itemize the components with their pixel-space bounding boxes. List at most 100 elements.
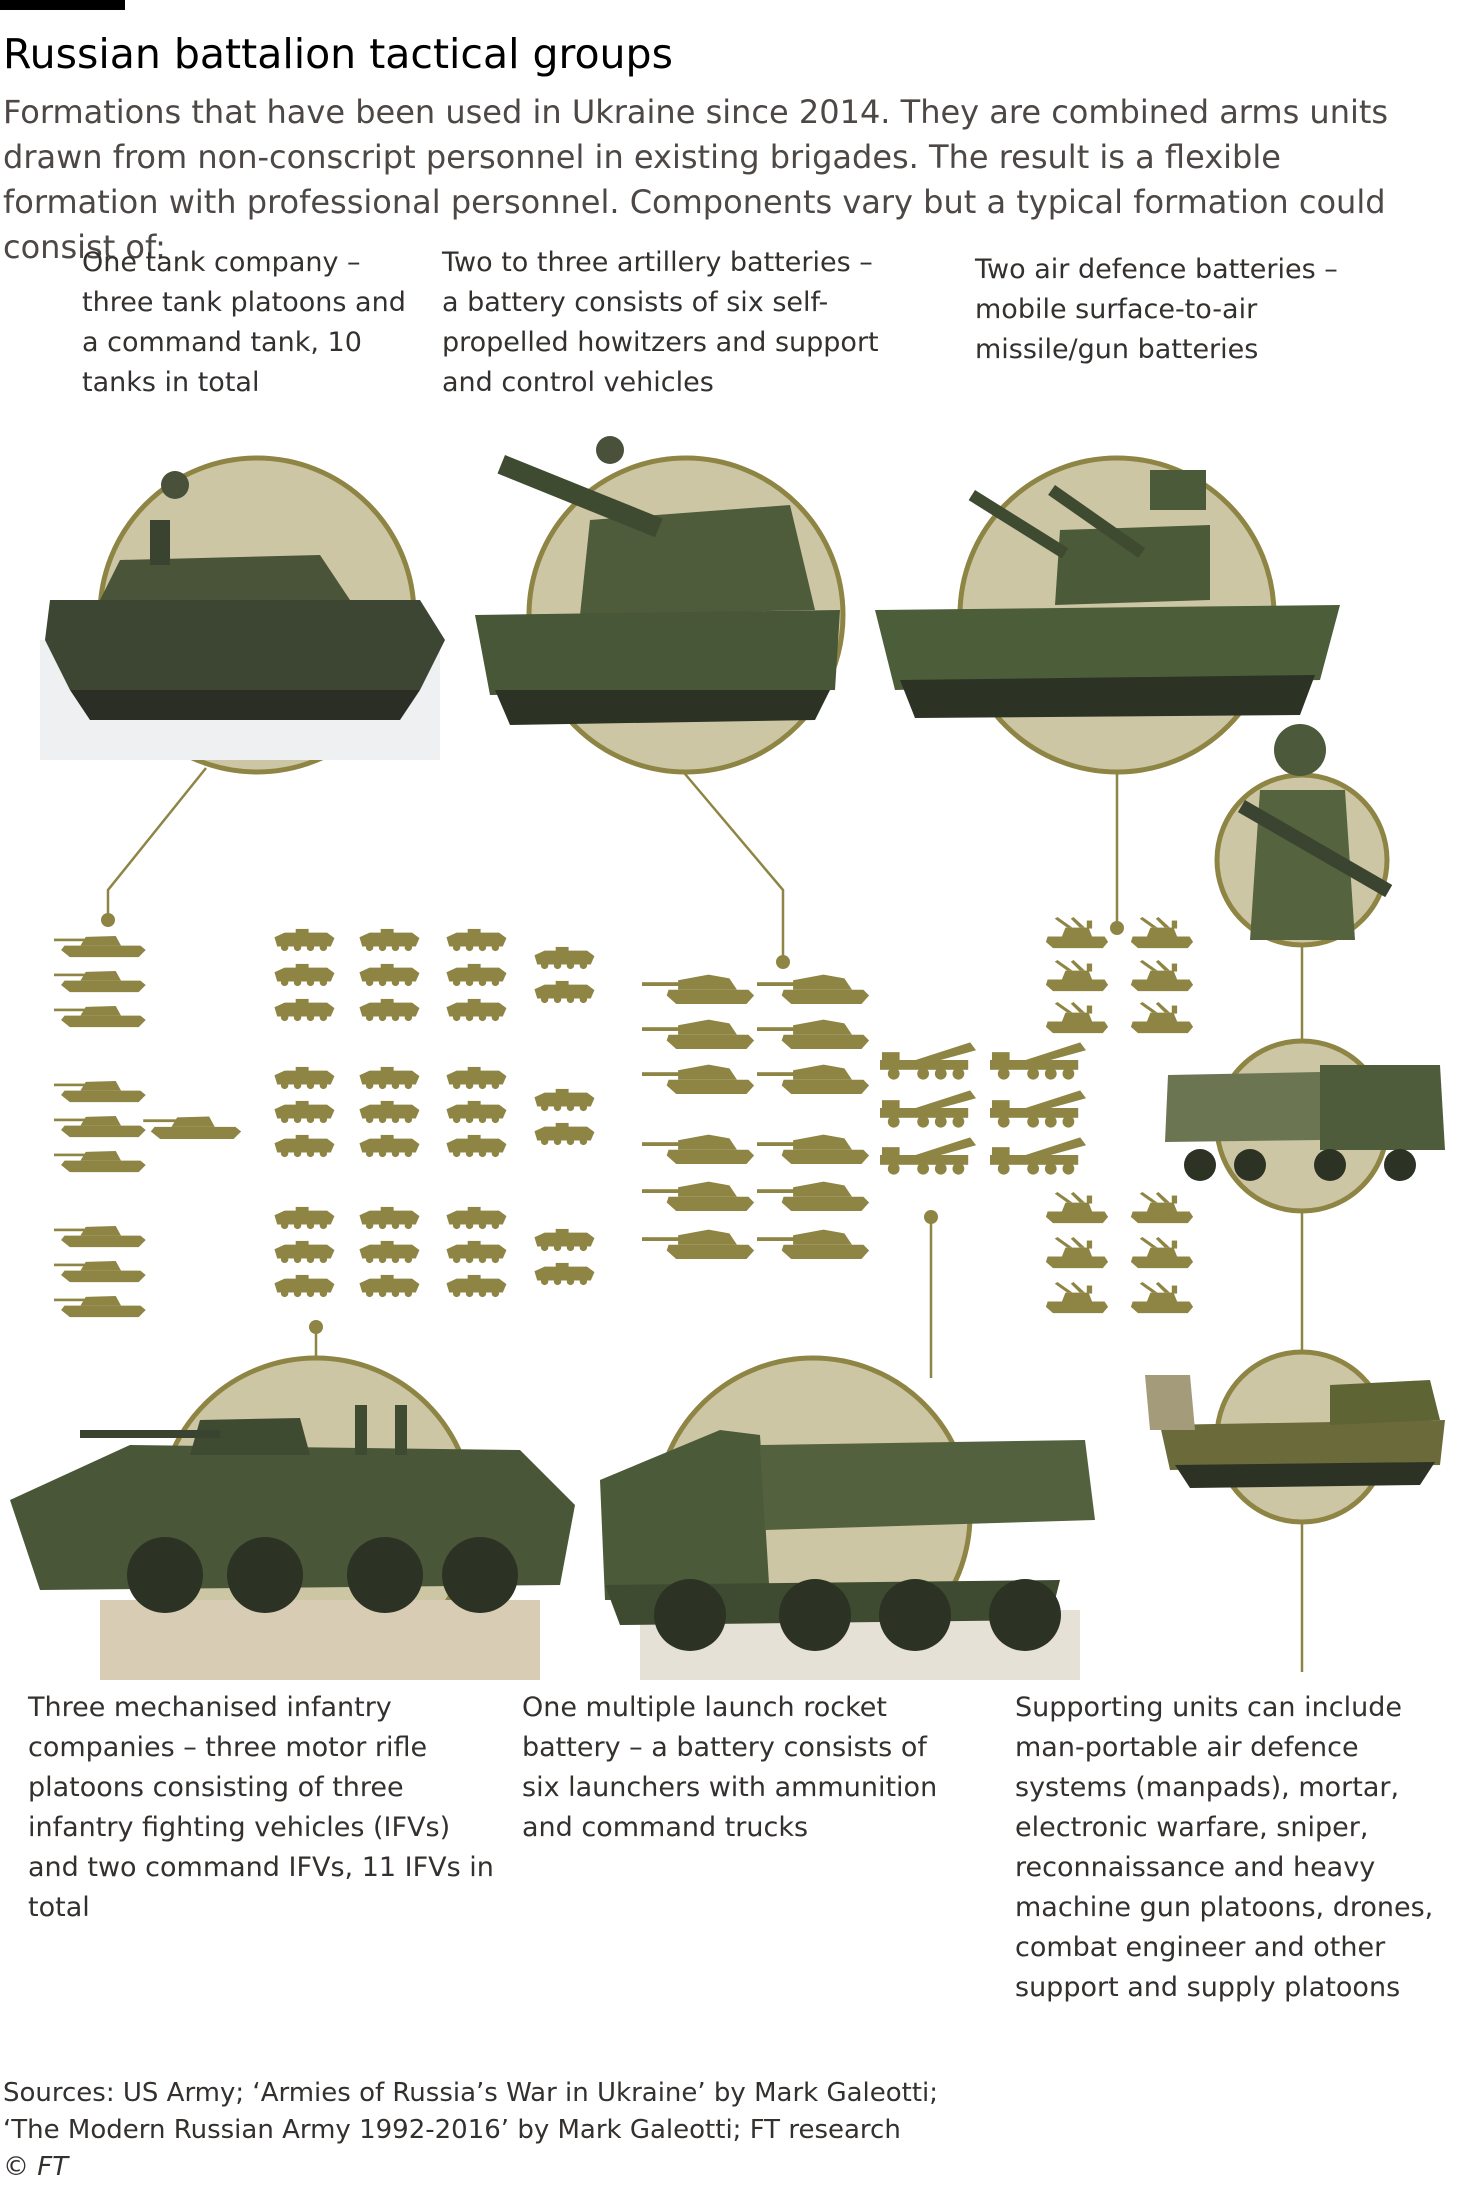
command-ifv-icon	[534, 1262, 595, 1286]
howitzer-icon	[642, 1019, 755, 1050]
air-defence-photo	[875, 455, 1340, 775]
rocket-launcher-icon	[880, 1090, 977, 1128]
air-defence-icon	[1045, 1002, 1109, 1034]
tank-icon	[53, 1115, 146, 1138]
air-defence-icon	[1130, 1002, 1194, 1034]
tank-icon	[53, 935, 146, 958]
ifv-icon	[274, 998, 335, 1022]
air-defence-connector-dot	[1110, 921, 1124, 935]
rocket-connector-dot	[924, 1210, 938, 1224]
howitzer-icon	[757, 1181, 870, 1212]
source-line-2: ‘The Modern Russian Army 1992-2016’ by M…	[3, 2115, 901, 2145]
ifv-icon	[359, 963, 420, 987]
vehicle-icon-grid	[53, 917, 1194, 1318]
ifv-icon	[359, 928, 420, 952]
air-defence-icon	[1045, 917, 1109, 949]
ifv-icon	[446, 928, 507, 952]
tank-icon	[53, 1005, 146, 1028]
air-defence-icon	[1130, 917, 1194, 949]
rocket-launcher-icon	[880, 1042, 977, 1080]
infantry-connector-dot	[309, 1320, 323, 1334]
ifv-icon	[274, 963, 335, 987]
ifv-icon	[359, 1206, 420, 1230]
ifv-icon	[274, 1206, 335, 1230]
command-tank-icon	[143, 1116, 242, 1140]
tank-icon	[53, 970, 146, 993]
air-defence-icon	[1045, 1282, 1109, 1314]
rocket-launcher-icon	[880, 1137, 977, 1175]
howitzer-icon	[757, 1064, 870, 1095]
ifv-icon	[446, 1274, 507, 1298]
rocket-launcher-icon	[990, 1042, 1087, 1080]
manpads-soldier-photo	[1214, 724, 1393, 948]
command-ifv-icon	[534, 980, 595, 1004]
howitzer-icon	[757, 974, 870, 1005]
top-accent-bar	[0, 0, 125, 10]
copyright: © FT	[3, 2152, 69, 2182]
howitzer-icon	[642, 1181, 755, 1212]
howitzer-icon	[757, 1229, 870, 1260]
engineer-vehicle-photo	[1145, 1349, 1445, 1525]
command-ifv-icon	[534, 1088, 595, 1112]
page-subtitle: Formations that have been used in Ukrain…	[3, 93, 1389, 266]
ifv-icon	[446, 963, 507, 987]
tank-icon	[53, 1225, 146, 1248]
howitzer-icon	[642, 1134, 755, 1165]
artillery-label: Two to three artillery batteries – a bat…	[442, 247, 879, 398]
tank-photo	[40, 455, 445, 775]
rocket-launcher-icon	[990, 1137, 1087, 1175]
ifv-photo	[10, 1355, 575, 1680]
ifv-icon	[446, 998, 507, 1022]
howitzer-icon	[642, 974, 755, 1005]
ifv-icon	[274, 1274, 335, 1298]
tank-icon	[53, 1260, 146, 1283]
page-title: Russian battalion tactical groups	[3, 30, 673, 78]
ifv-icon	[359, 1240, 420, 1264]
air-defence-icon	[1130, 1237, 1194, 1269]
ifv-icon	[359, 1066, 420, 1090]
source-line-1: Sources: US Army; ‘Armies of Russia’s Wa…	[3, 2078, 939, 2108]
ifv-icon	[359, 998, 420, 1022]
ifv-icon	[446, 1206, 507, 1230]
tank-icon	[53, 1080, 146, 1103]
sources: Sources: US Army; ‘Armies of Russia’s Wa…	[3, 2075, 1003, 2186]
howitzer-icon	[757, 1134, 870, 1165]
howitzer-photo	[475, 436, 846, 775]
air-defence-icon	[1130, 960, 1194, 992]
tank-icon	[53, 1150, 146, 1173]
air-defence-icon	[1045, 1192, 1109, 1224]
air-defence-icon	[1130, 1192, 1194, 1224]
artillery-connector	[679, 767, 785, 960]
air-defence-icon	[1045, 960, 1109, 992]
ifv-icon	[359, 1134, 420, 1158]
rocket-launcher-icon	[990, 1090, 1087, 1128]
howitzer-icon	[642, 1229, 755, 1260]
support-units-label: Supporting units can include man-portabl…	[1015, 1692, 1434, 2003]
artillery-connector-dot	[776, 955, 790, 969]
ifv-icon	[446, 1066, 507, 1090]
command-ifv-icon	[534, 1228, 595, 1252]
howitzer-icon	[757, 1019, 870, 1050]
command-ifv-icon	[534, 946, 595, 970]
ifv-icon	[359, 1274, 420, 1298]
air-defence-icon	[1130, 1282, 1194, 1314]
ifv-icon	[274, 1100, 335, 1124]
howitzer-icon	[642, 1064, 755, 1095]
tank-connector-dot	[101, 913, 115, 927]
rocket-battery-label: One multiple launch rocket battery – a b…	[522, 1692, 938, 1843]
rocket-launcher-photo	[600, 1355, 1095, 1680]
ifv-icon	[446, 1100, 507, 1124]
ifv-icon	[274, 1240, 335, 1264]
ifv-icon	[274, 1134, 335, 1158]
tank-icon	[53, 1295, 146, 1318]
ifv-icon	[446, 1240, 507, 1264]
support-truck-photo	[1165, 1038, 1445, 1214]
ifv-icon	[274, 1066, 335, 1090]
ifv-icon	[359, 1100, 420, 1124]
air-defence-label: Two air defence batteries – mobile surfa…	[975, 254, 1338, 365]
infantry-label: Three mechanised infantry companies – th…	[28, 1692, 494, 1923]
command-ifv-icon	[534, 1122, 595, 1146]
tank-connector	[106, 767, 207, 920]
air-defence-icon	[1045, 1237, 1109, 1269]
